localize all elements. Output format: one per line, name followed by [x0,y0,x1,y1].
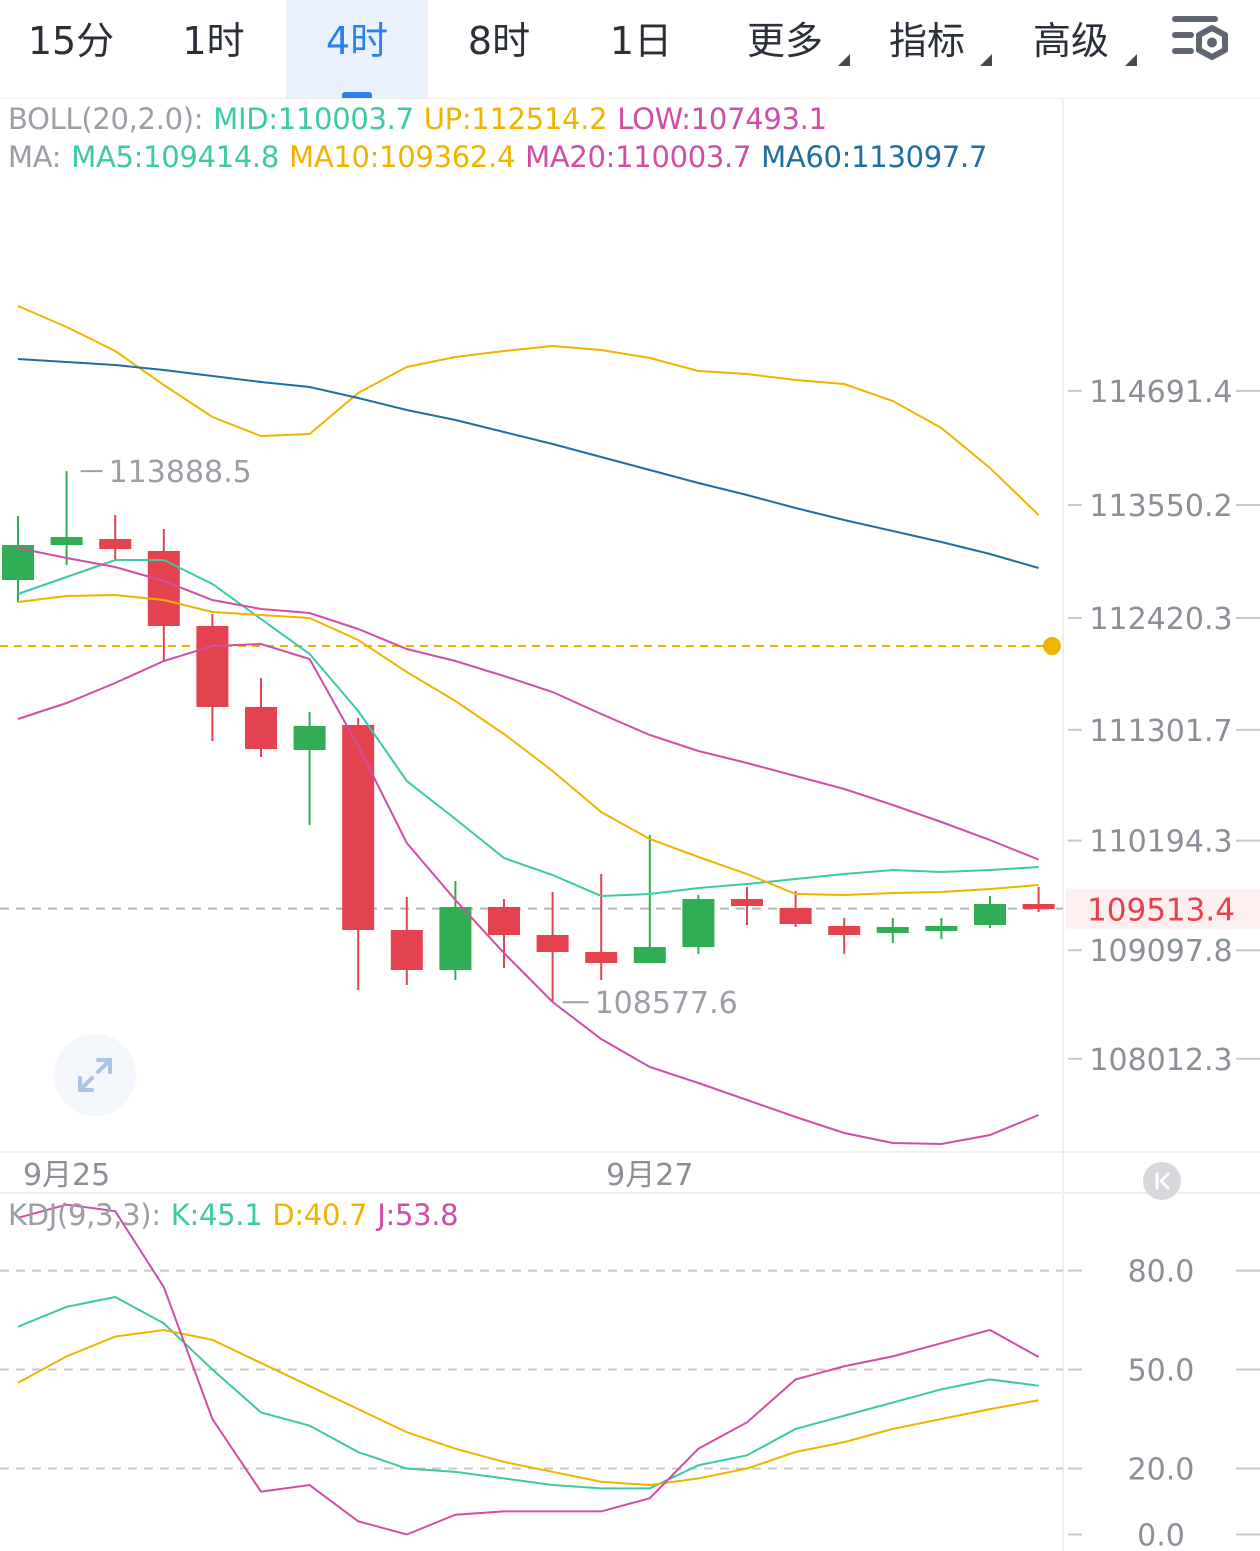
y-axis-tick-label: 114691.4 [1089,375,1232,410]
expand-icon [78,1058,112,1092]
kdj-j-value: J:53.8 [377,1198,459,1232]
x-axis-date-label: 9月25 [23,1158,110,1193]
boll-label: BOLL(20,2.0): [8,102,204,136]
candle-body [876,927,909,933]
y-axis-tick-label: 111301.7 [1089,714,1232,749]
high-marker-label: 113888.5 [109,455,252,490]
candle-body [439,907,472,970]
boll-up: UP:112514.2 [423,102,608,136]
ma5-value: MA5:109414.8 [71,140,280,174]
current-price-label: 109513.4 [1087,893,1235,929]
candle-body [585,952,618,963]
chart-settings-icon[interactable] [1170,12,1234,68]
scroll-to-start-button[interactable] [1143,1162,1181,1200]
candle-body [682,899,715,947]
tab-label: 8时 [467,19,531,63]
tab-more[interactable]: 更多 [720,0,850,98]
kdj-tick-label: 50.0 [1128,1354,1195,1389]
kdj-line-k [17,1295,1039,1490]
dropdown-corner-icon [1125,54,1137,66]
dropdown-corner-icon [838,54,850,66]
tab-label: 4时 [325,19,389,63]
tab-1day[interactable]: 1日 [570,0,712,98]
tab-label: 指标 [888,19,965,63]
y-axis-tick-label: 112420.3 [1089,602,1232,637]
dropdown-corner-icon [980,54,992,66]
candle-body [50,537,83,545]
active-tab-indicator [342,92,372,98]
candle-body [293,726,326,750]
ma-label: MA: [8,140,62,174]
tab-label: 15分 [27,19,115,63]
candle-body [1022,904,1055,909]
candle-body [779,908,812,924]
current-price-badge [1066,888,1260,929]
fullscreen-button[interactable] [54,1034,136,1116]
ma-indicator-line: MA: MA5:109414.8 MA10:109362.4 MA20:110003.… [8,140,997,174]
series-line-mid [17,559,1039,898]
candle-body [828,926,861,935]
y-axis-tick-label: 108012.3 [1089,1043,1232,1078]
series-line-ma20 [17,547,1039,861]
x-axis-date-label: 9月27 [606,1158,693,1193]
candle-body [536,935,569,952]
series-line-ma10 [17,593,1039,897]
candle-body [633,947,666,963]
tab-label: 1日 [609,19,673,63]
kdj-d-value: D:40.7 [272,1198,368,1232]
kdj-line-d [17,1328,1039,1487]
tab-label: 高级 [1032,19,1109,63]
candle-body [196,626,229,707]
skip-back-icon [1155,1172,1170,1190]
candle-body [99,539,132,549]
candle-body [731,899,763,906]
ma10-value: MA10:109362.4 [289,140,516,174]
kdj-line-j [17,1203,1040,1536]
tab-indicators[interactable]: 指标 [862,0,992,98]
kdj-tick-label: 0.0 [1137,1519,1185,1551]
candle-body [147,551,180,626]
candle-body [245,707,277,749]
reference-price-dot [1043,637,1061,655]
kdj-label: KDJ(9,3,3): [8,1198,161,1232]
tab-advanced[interactable]: 高级 [1005,0,1137,98]
series-line-upper [17,305,1040,516]
series-line-lower [17,642,1039,1146]
tab-label: 更多 [746,19,823,63]
tab-4hour[interactable]: 4时 [286,0,428,98]
tab-8hour[interactable]: 8时 [428,0,570,98]
boll-low: LOW:107493.1 [617,102,827,136]
candle-body [925,926,958,931]
candle-body [390,930,423,970]
ma60-value: MA60:113097.7 [761,140,988,174]
candle-body [974,904,1006,925]
candle-body [488,907,520,935]
boll-indicator-line: BOLL(20,2.0): MID:110003.7 UP:112514.2 LOW:… [8,102,837,136]
kdj-tick-label: 80.0 [1128,1255,1195,1290]
kdj-tick-label: 20.0 [1128,1453,1195,1488]
tab-15min[interactable]: 15分 [0,0,142,98]
ma20-value: MA20:110003.7 [525,140,752,174]
tab-label: 1时 [182,19,245,63]
candle-body [342,725,375,930]
timeframe-tabs: 15分 1时 4时 8时 1日 更多 指标 高级 [0,0,1260,99]
boll-mid: MID:110003.7 [213,102,414,136]
tab-1hour[interactable]: 1时 [142,0,285,98]
y-axis-tick-label: 109097.8 [1089,934,1232,969]
low-marker-label: 108577.6 [595,986,738,1021]
kdj-k-value: K:45.1 [170,1198,263,1232]
series-line-ma60 [17,358,1039,569]
y-axis-tick-label: 110194.3 [1089,825,1232,860]
kdj-indicator-line: KDJ(9,3,3): K:45.1 D:40.7 J:53.8 [8,1198,468,1232]
y-axis-tick-label: 113550.2 [1089,489,1232,524]
